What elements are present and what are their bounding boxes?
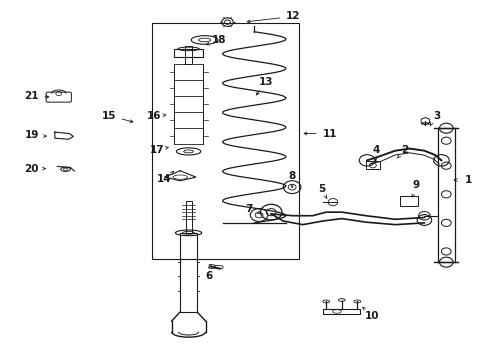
Bar bbox=[174, 49, 203, 58]
Text: 5: 5 bbox=[318, 184, 325, 194]
Text: 17: 17 bbox=[149, 145, 164, 155]
Text: 4: 4 bbox=[371, 145, 379, 155]
Text: 11: 11 bbox=[322, 129, 336, 139]
Bar bbox=[399, 196, 417, 206]
Bar bbox=[323, 309, 360, 314]
Text: 1: 1 bbox=[464, 175, 471, 185]
Text: 8: 8 bbox=[288, 171, 295, 181]
Bar bbox=[180, 233, 197, 312]
Text: 16: 16 bbox=[147, 111, 162, 121]
Text: 14: 14 bbox=[156, 174, 171, 184]
Text: 2: 2 bbox=[401, 145, 408, 155]
Text: 6: 6 bbox=[205, 271, 213, 282]
Text: 13: 13 bbox=[259, 77, 273, 87]
Bar bbox=[185, 46, 192, 64]
Text: 9: 9 bbox=[411, 180, 418, 190]
Text: 21: 21 bbox=[24, 91, 39, 101]
Text: 15: 15 bbox=[102, 111, 116, 121]
Text: 7: 7 bbox=[245, 203, 252, 213]
Bar bbox=[208, 264, 215, 269]
Bar bbox=[152, 23, 298, 258]
Bar bbox=[366, 161, 379, 169]
Text: 12: 12 bbox=[285, 12, 300, 21]
Text: 3: 3 bbox=[432, 111, 439, 121]
Bar bbox=[185, 202, 191, 233]
Text: 10: 10 bbox=[364, 311, 378, 321]
Text: 18: 18 bbox=[211, 35, 226, 45]
Text: 19: 19 bbox=[24, 130, 39, 140]
Text: 20: 20 bbox=[24, 163, 39, 174]
